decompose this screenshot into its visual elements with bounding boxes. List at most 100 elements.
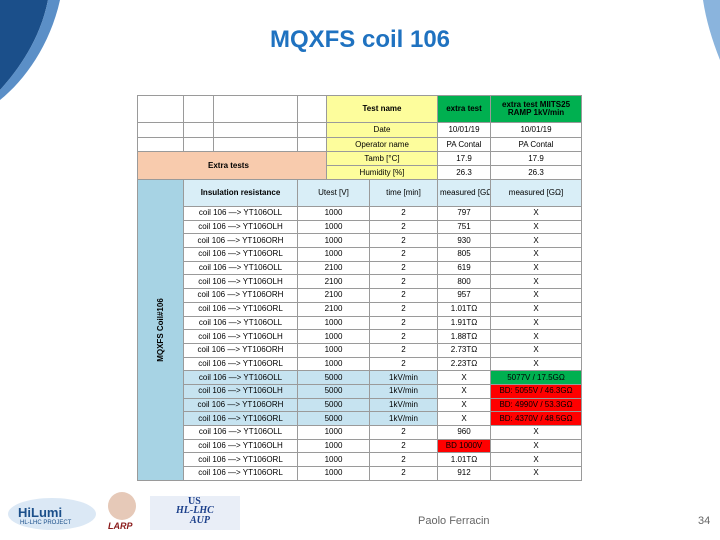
table-row: coil 106 —> YT106ORL 1000 2 805 X (138, 247, 583, 262)
data-cell: 2 (368, 329, 439, 344)
data-cell: coil 106 —> YT106OLH (183, 438, 298, 454)
slide-title: MQXFS coil 106 (269, 26, 451, 53)
header-value: 10/01/19 (437, 122, 492, 138)
data-cell: 2 (368, 274, 439, 290)
data-cell: X (490, 274, 583, 290)
data-cell: coil 106 —> YT106OLH (183, 383, 298, 399)
column-header: measured [GΩ] (490, 179, 583, 207)
header-label: Test name (325, 95, 439, 123)
column-header: measured [GΩ] (437, 179, 492, 207)
data-cell: coil 106 —> YT106OLL (183, 315, 298, 331)
logo-text: HL-LHC (176, 505, 214, 516)
data-cell: 2100 (297, 301, 370, 317)
empty-cell (137, 95, 184, 123)
data-cell: 1000 (297, 233, 370, 249)
header-label: Date (325, 122, 439, 138)
data-cell: 619 (437, 260, 492, 276)
empty-cell (213, 122, 298, 138)
data-cell: BD: 4370V / 48.5GΩ (490, 411, 583, 426)
data-cell: 1000 (297, 342, 370, 358)
presenter: Paolo Ferracin (418, 515, 490, 527)
data-cell: 1000 (297, 315, 370, 331)
table-row: MQXFS Coil#106 Insulation resistance Utest… (137, 179, 583, 481)
data-cell: 1000 (297, 206, 370, 221)
data-cell: X (490, 288, 583, 303)
table-row: coil 106 —> YT106ORL 5000 1kV/min X BD: 4370… (138, 411, 583, 426)
data-cell: 2.73TΩ (437, 342, 492, 358)
table-row: coil 106 —> YT106OLL 1000 2 1.91TΩ X (138, 315, 583, 331)
table-row: Extra tests Tamb [°C] 17.9 17.9 (137, 151, 583, 180)
header-value: extra test (437, 95, 492, 123)
empty-cell (183, 137, 214, 152)
data-cell: 957 (437, 288, 492, 303)
empty-cell (297, 95, 327, 123)
data-cell: 5000 (297, 370, 370, 385)
data-cell: 1000 (297, 219, 370, 235)
env-value: 26.3 (490, 165, 583, 180)
data-cell: coil 106 —> YT106ORL (183, 247, 298, 262)
table-row: coil 106 —> YT106OLL 1000 2 797 X (138, 206, 583, 221)
data-cell: coil 106 —> YT106ORL (183, 411, 298, 426)
data-cell: 2 (368, 466, 439, 481)
table-row: coil 106 —> YT106OLH 5000 1kV/min X BD: 5055… (138, 383, 583, 399)
header-value: 10/01/19 (490, 122, 583, 138)
data-cell: X (490, 315, 583, 331)
data-cell: coil 106 —> YT106ORH (183, 288, 298, 303)
table-row: coil 106 —> YT106ORH 2100 2 957 X (138, 288, 583, 303)
data-cell: 2 (368, 288, 439, 303)
data-cell: 2 (368, 356, 439, 372)
data-cell: 5000 (297, 411, 370, 426)
table-row: coil 106 —> YT106OLH 1000 2 751 X (138, 219, 583, 235)
data-cell: X (490, 342, 583, 358)
data-cell: 5000 (297, 397, 370, 413)
data-cell: X (490, 425, 583, 440)
data-cell: X (437, 397, 492, 413)
data-cell: BD: 5055V / 46.3GΩ (490, 383, 583, 399)
table-row: coil 106 —> YT106ORH 1000 2 2.73TΩ X (138, 342, 583, 358)
data-cell: 1.01TΩ (437, 452, 492, 468)
logo-text: LARP (108, 521, 133, 531)
table-row: coil 106 —> YT106OLL 5000 1kV/min X 5077V / … (138, 370, 583, 385)
data-cell: X (490, 219, 583, 235)
logo-text: AUP (190, 515, 210, 526)
group-label: Extra tests (137, 151, 327, 180)
data-cell: 960 (437, 425, 492, 440)
data-cell: 2 (368, 315, 439, 331)
page-number: 34 (698, 515, 711, 527)
data-cell: 1.88TΩ (437, 329, 492, 344)
table-row: Operator name PA Contal PA Contal (137, 137, 583, 152)
data-cell: coil 106 —> YT106ORL (183, 466, 298, 481)
empty-cell (183, 95, 214, 123)
data-cell: 2 (368, 219, 439, 235)
header-value: PA Contal (437, 137, 492, 152)
data-cell: 1kV/min (368, 411, 439, 426)
table-row: coil 106 —> YT106ORH 1000 2 930 X (138, 233, 583, 249)
results-table: Test name extra test extra test MIITS25 RA… (137, 95, 583, 481)
header-label: Operator name (325, 137, 439, 152)
data-cell: coil 106 —> YT106OLH (183, 219, 298, 235)
data-cell: 805 (437, 247, 492, 262)
data-cell: coil 106 —> YT106ORH (183, 342, 298, 358)
table-row: coil 106 —> YT106ORH 5000 1kV/min X BD: 4990… (138, 397, 583, 413)
data-cell: 5077V / 17.5GΩ (490, 370, 583, 385)
data-cell: X (490, 206, 583, 221)
column-header: Utest [V] (297, 179, 370, 207)
data-cell: 1kV/min (368, 370, 439, 385)
table-row: coil 106 —> YT106ORL 1000 2 1.01TΩ X (138, 452, 583, 468)
data-cell: 1000 (297, 329, 370, 344)
empty-cell (183, 122, 214, 138)
data-cell: 5000 (297, 383, 370, 399)
logo-text: US (188, 496, 201, 507)
data-cell: 1000 (297, 466, 370, 481)
data-cell: 1.01TΩ (437, 301, 492, 317)
data-cell: coil 106 —> YT106ORH (183, 233, 298, 249)
data-cell: X (490, 301, 583, 317)
table-row: coil 106 —> YT106OLH 1000 2 BD 1000V X (138, 438, 583, 454)
empty-cell (137, 122, 184, 138)
data-cell: X (490, 247, 583, 262)
data-cell: 2100 (297, 288, 370, 303)
data-cell: 2 (368, 301, 439, 317)
data-cell: X (490, 233, 583, 249)
